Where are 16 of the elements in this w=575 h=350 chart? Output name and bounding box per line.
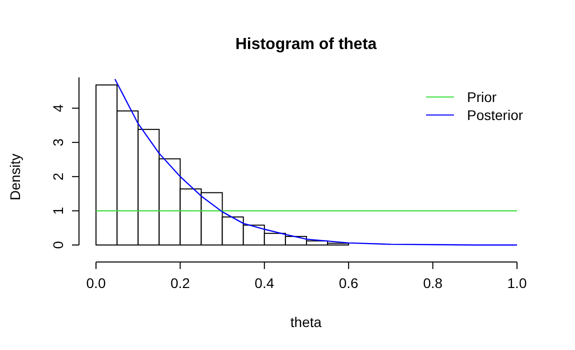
legend-label: Prior — [467, 89, 497, 105]
y-tick-label: 2 — [50, 172, 66, 180]
y-tick-label: 1 — [50, 206, 66, 215]
y-axis-title: Density — [7, 154, 23, 200]
x-tick-label: 1.0 — [507, 275, 527, 291]
x-tick-label: 0.2 — [170, 275, 190, 291]
x-tick-label: 0.0 — [86, 275, 106, 291]
x-tick-label: 0.4 — [254, 275, 274, 291]
y-tick-label: 3 — [50, 138, 66, 146]
x-tick-label: 0.6 — [338, 275, 359, 291]
x-axis-title: theta — [290, 314, 322, 330]
chart-title: Histogram of theta — [235, 36, 377, 53]
y-tick-label: 4 — [50, 104, 66, 112]
y-tick-label: 0 — [50, 240, 66, 249]
legend-label: Posterior — [467, 107, 524, 123]
x-tick-label: 0.8 — [423, 275, 443, 291]
